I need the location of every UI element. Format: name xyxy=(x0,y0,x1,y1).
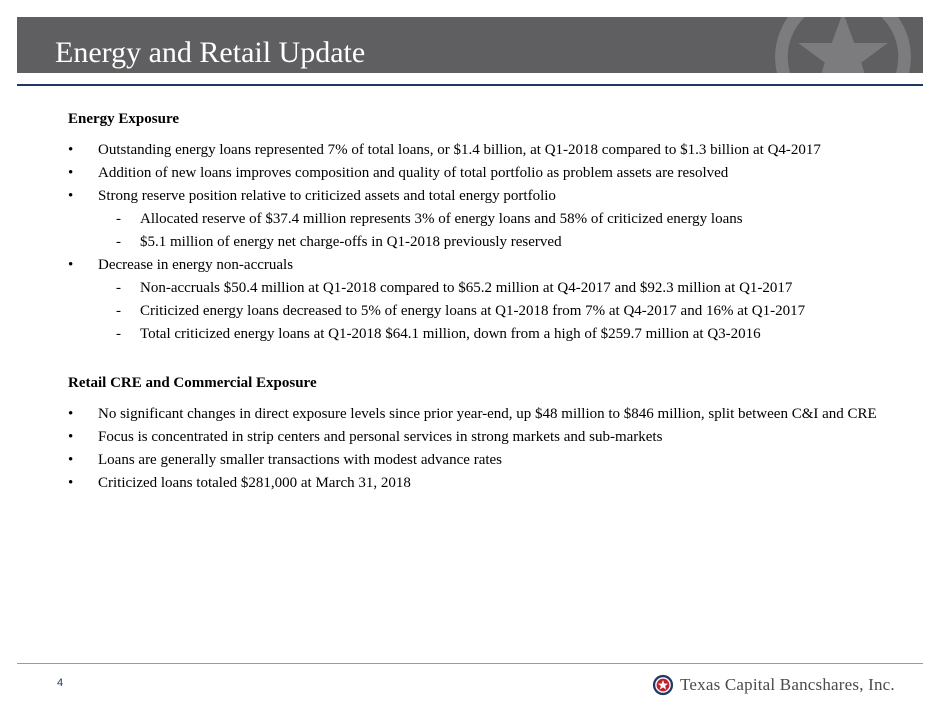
list-item: Loans are generally smaller transactions… xyxy=(68,451,898,470)
list-item: Criticized loans totaled $281,000 at Mar… xyxy=(68,474,898,493)
sub-list-item: $5.1 million of energy net charge-offs i… xyxy=(68,233,898,252)
bullet-list: No significant changes in direct exposur… xyxy=(68,405,898,493)
slide-content: Energy Exposure Outstanding energy loans… xyxy=(68,110,898,497)
star-emblem-icon xyxy=(775,17,911,73)
section-heading: Energy Exposure xyxy=(68,111,179,127)
list-item: Addition of new loans improves compositi… xyxy=(68,164,898,183)
list-item: No significant changes in direct exposur… xyxy=(68,405,898,424)
list-item: Decrease in energy non-accruals xyxy=(68,256,898,275)
company-logo: Texas Capital Bancshares, Inc. xyxy=(652,672,895,698)
sub-list-item: Total criticized energy loans at Q1-2018… xyxy=(68,325,898,344)
star-seal-icon xyxy=(652,674,674,696)
list-item: Strong reserve position relative to crit… xyxy=(68,187,898,206)
sub-list-item: Non-accruals $50.4 million at Q1-2018 co… xyxy=(68,279,898,298)
sub-list-item: Allocated reserve of $37.4 million repre… xyxy=(68,210,898,229)
section-energy-exposure: Energy Exposure Outstanding energy loans… xyxy=(68,110,898,344)
slide-title: Energy and Retail Update xyxy=(55,36,366,69)
list-item: Focus is concentrated in strip centers a… xyxy=(68,428,898,447)
page-number: 4 xyxy=(57,677,64,689)
sub-list-item: Criticized energy loans decreased to 5% … xyxy=(68,302,898,321)
title-bar: Energy and Retail Update xyxy=(17,17,923,73)
title-divider xyxy=(17,84,923,86)
footer-divider xyxy=(17,663,923,664)
company-name: Texas Capital Bancshares, Inc. xyxy=(680,675,895,694)
list-item: Outstanding energy loans represented 7% … xyxy=(68,141,898,160)
bullet-list: Outstanding energy loans represented 7% … xyxy=(68,141,898,344)
section-retail-cre: Retail CRE and Commercial Exposure No si… xyxy=(68,374,898,493)
section-heading: Retail CRE and Commercial Exposure xyxy=(68,375,317,391)
